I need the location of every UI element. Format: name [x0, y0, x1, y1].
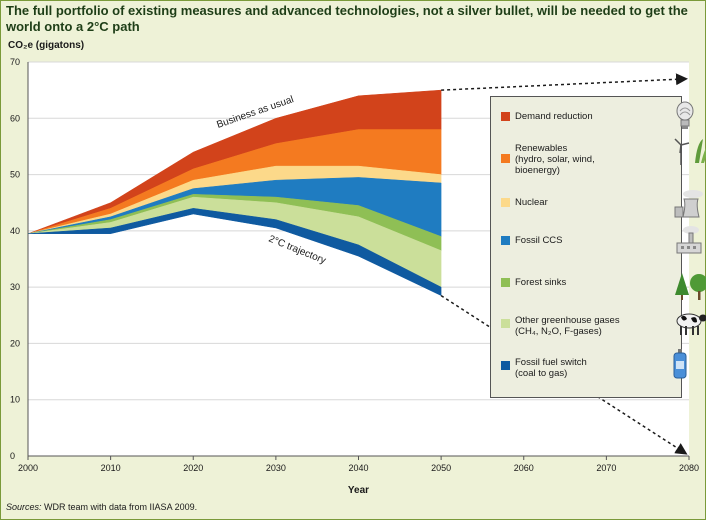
legend-swatch [501, 198, 510, 207]
legend-label-line: Fossil fuel switch [515, 357, 587, 368]
bau-extension-arrow [441, 73, 688, 91]
legend-label-line: Nuclear [515, 197, 548, 208]
x-tick-label: 2050 [431, 463, 451, 473]
x-tick-label: 2040 [348, 463, 368, 473]
legend-label: Fossil fuel switch (coal to gas) [515, 357, 625, 379]
legend-label-line: Renewables [515, 143, 568, 154]
legend-swatch [501, 319, 510, 328]
x-tick-label: 2080 [679, 463, 699, 473]
y-tick-label: 60 [10, 113, 20, 123]
fuel-switch-area [27, 208, 442, 296]
legend-label: Renewables (hydro, solar, wind, bioenergy) [515, 143, 625, 176]
legend-swatch [501, 278, 510, 287]
legend-label-line: Demand reduction [515, 111, 593, 122]
legend-label: Forest sinks [515, 277, 625, 288]
y-tick-label: 40 [10, 226, 20, 236]
y-tick-label: 70 [10, 57, 20, 67]
x-axis-title: Year [348, 485, 369, 496]
x-tick-label: 2010 [101, 463, 121, 473]
legend-label: Other greenhouse gases (CH₄, N₂O, F-gases… [515, 315, 625, 337]
legend-label-line: (hydro, solar, wind, [515, 154, 595, 165]
legend-label-line: Other greenhouse gases [515, 315, 620, 326]
y-unit-label: CO₂e (gigatons) [8, 40, 85, 51]
x-tick-label: 2070 [596, 463, 616, 473]
legend-swatch [501, 361, 510, 370]
legend-label-line: (CH₄, N₂O, F-gases) [515, 326, 602, 337]
legend-swatch [501, 154, 510, 163]
y-tick-label: 20 [10, 338, 20, 348]
legend-label-line: bioenergy) [515, 165, 560, 176]
x-tick-label: 2020 [183, 463, 203, 473]
source-text: WDR team with data from IIASA 2009. [41, 502, 198, 512]
y-tick-label: 0 [10, 451, 15, 461]
source-label: Sources: [6, 502, 42, 512]
legend-swatch [501, 112, 510, 121]
y-tick-label: 10 [10, 395, 20, 405]
legend-label: Fossil CCS [515, 235, 625, 246]
chart-title: The full portfolio of existing measures … [6, 3, 688, 34]
source-note: Sources: WDR team with data from IIASA 2… [6, 502, 197, 512]
x-tick-label: 2000 [18, 463, 38, 473]
legend-swatch [501, 236, 510, 245]
x-tick-label: 2030 [266, 463, 286, 473]
legend-label-line: Fossil CCS [515, 235, 563, 246]
legend-label-line: (coal to gas) [515, 368, 568, 379]
legend-label-line: Forest sinks [515, 277, 567, 288]
y-tick-label: 50 [10, 170, 20, 180]
legend-box: Demand reduction Renewables (hydro, solar,… [490, 96, 706, 398]
legend-label: Demand reduction [515, 111, 625, 122]
y-tick-label: 30 [10, 282, 20, 292]
legend-label: Nuclear [515, 197, 625, 208]
x-tick-label: 2060 [514, 463, 534, 473]
